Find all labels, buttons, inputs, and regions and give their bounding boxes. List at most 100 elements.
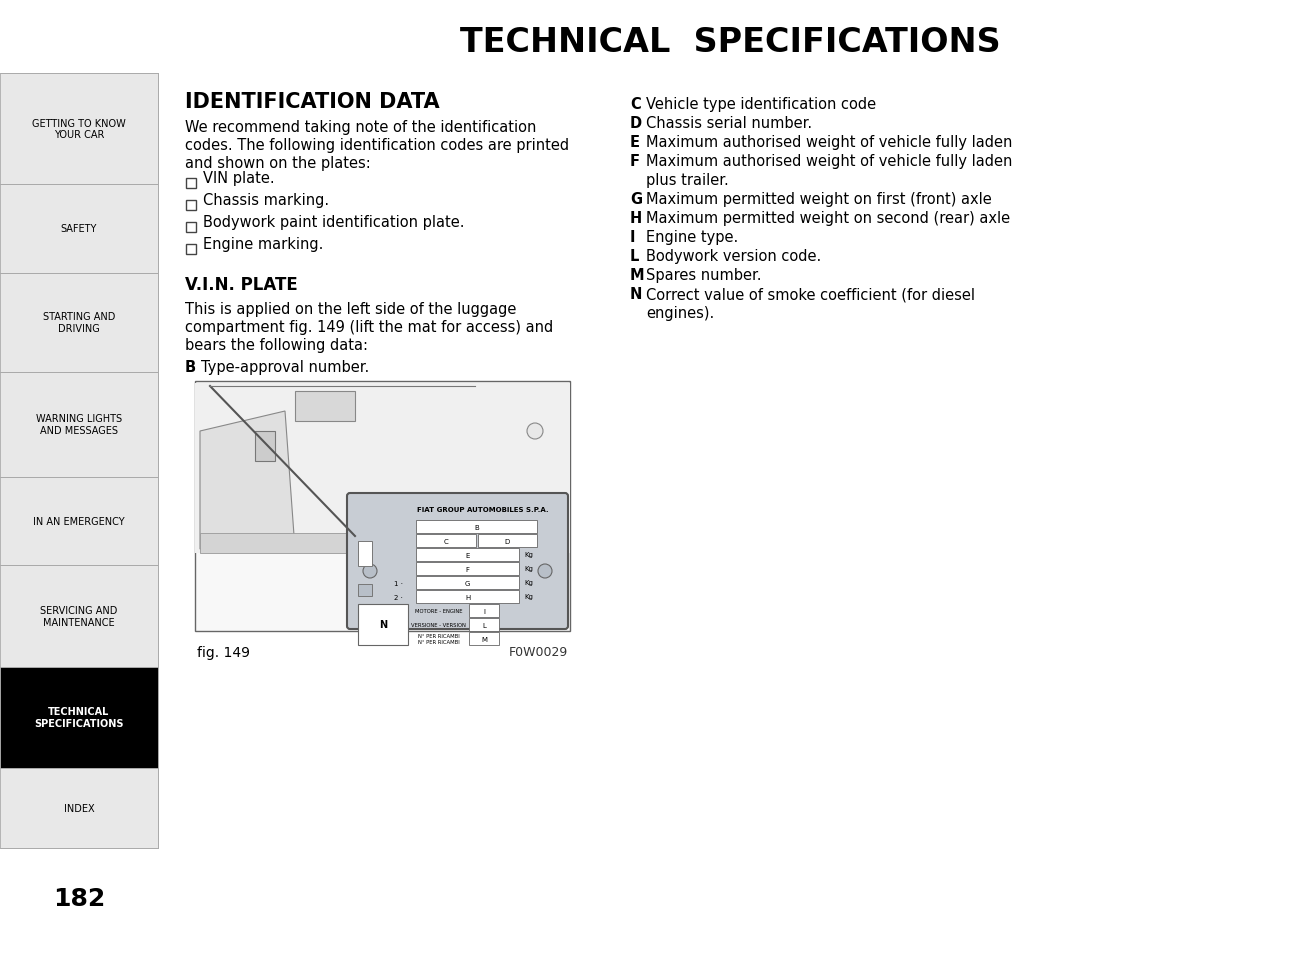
Text: IDENTIFICATION DATA: IDENTIFICATION DATA xyxy=(185,91,440,112)
Bar xyxy=(186,245,196,254)
Text: Maximum authorised weight of vehicle fully laden: Maximum authorised weight of vehicle ful… xyxy=(646,153,1012,169)
Text: L: L xyxy=(482,622,485,628)
Bar xyxy=(200,534,565,554)
Text: WARNING LIGHTS
AND MESSAGES: WARNING LIGHTS AND MESSAGES xyxy=(36,414,123,436)
Text: Bodywork version code.: Bodywork version code. xyxy=(646,249,821,264)
Text: F: F xyxy=(466,566,470,572)
Text: SAFETY: SAFETY xyxy=(61,224,97,234)
Bar xyxy=(0,185,158,274)
Text: Engine marking.: Engine marking. xyxy=(203,237,323,253)
Text: VERSIONE - VERSION: VERSIONE - VERSION xyxy=(411,622,466,627)
Text: Type-approval number.: Type-approval number. xyxy=(201,359,369,375)
Text: codes. The following identification codes are printed: codes. The following identification code… xyxy=(185,138,569,152)
Circle shape xyxy=(527,423,544,439)
Bar xyxy=(416,590,519,603)
Text: Maximum authorised weight of vehicle fully laden: Maximum authorised weight of vehicle ful… xyxy=(646,135,1012,150)
Bar xyxy=(0,667,158,768)
Text: N° PER RICAMBI
N° PER RICAMBI: N° PER RICAMBI N° PER RICAMBI xyxy=(417,634,460,644)
Text: Kg: Kg xyxy=(524,594,533,599)
Text: C: C xyxy=(443,537,448,544)
Text: This is applied on the left side of the luggage: This is applied on the left side of the … xyxy=(185,302,516,316)
Text: GETTING TO KNOW
YOUR CAR: GETTING TO KNOW YOUR CAR xyxy=(32,118,127,140)
Text: 182: 182 xyxy=(53,886,105,910)
Text: G: G xyxy=(465,579,470,586)
Bar xyxy=(358,604,408,645)
Text: M: M xyxy=(630,268,644,283)
Text: SERVICING AND
MAINTENANCE: SERVICING AND MAINTENANCE xyxy=(40,605,117,627)
Bar xyxy=(0,274,158,373)
Text: H: H xyxy=(465,594,470,599)
Text: E: E xyxy=(630,135,640,150)
Bar xyxy=(469,633,500,645)
Bar xyxy=(186,201,196,211)
Bar xyxy=(0,373,158,477)
Text: compartment fig. 149 (lift the mat for access) and: compartment fig. 149 (lift the mat for a… xyxy=(185,319,554,335)
Text: Correct value of smoke coefficient (for diesel: Correct value of smoke coefficient (for … xyxy=(646,287,975,302)
Bar xyxy=(416,548,519,561)
Bar xyxy=(358,541,372,566)
Text: E: E xyxy=(465,552,470,558)
Text: Spares number.: Spares number. xyxy=(646,268,762,283)
Circle shape xyxy=(538,564,553,578)
Bar xyxy=(469,618,500,631)
Bar xyxy=(0,477,158,566)
Text: Vehicle type identification code: Vehicle type identification code xyxy=(646,97,877,112)
Bar xyxy=(186,179,196,189)
Text: TECHNICAL  SPECIFICATIONS: TECHNICAL SPECIFICATIONS xyxy=(460,26,1001,58)
Text: Maximum permitted weight on first (front) axle: Maximum permitted weight on first (front… xyxy=(646,192,991,207)
Text: F: F xyxy=(630,153,640,169)
Text: D: D xyxy=(505,537,510,544)
Text: STARTING AND
DRIVING: STARTING AND DRIVING xyxy=(43,313,115,334)
Bar xyxy=(416,520,537,534)
Text: L: L xyxy=(630,249,639,264)
Text: VIN plate.: VIN plate. xyxy=(203,172,275,186)
Text: C: C xyxy=(630,97,640,112)
Bar xyxy=(416,562,519,576)
Text: We recommend taking note of the identification: We recommend taking note of the identifi… xyxy=(185,120,536,135)
Text: V.I.N. PLATE: V.I.N. PLATE xyxy=(185,275,298,294)
Bar xyxy=(478,535,537,547)
Text: Bodywork paint identification plate.: Bodywork paint identification plate. xyxy=(203,215,465,231)
Text: H: H xyxy=(630,211,642,226)
FancyBboxPatch shape xyxy=(347,494,568,629)
Bar xyxy=(195,384,571,554)
Bar xyxy=(296,392,355,421)
Text: 1 ·: 1 · xyxy=(394,579,403,586)
Bar xyxy=(0,74,158,185)
Bar xyxy=(186,223,196,233)
Text: B: B xyxy=(185,359,196,375)
Bar xyxy=(358,584,372,597)
Text: 2 ·: 2 · xyxy=(394,594,403,599)
Text: Kg: Kg xyxy=(524,552,533,558)
Text: N: N xyxy=(380,619,387,630)
Text: fig. 149: fig. 149 xyxy=(198,645,250,659)
Bar xyxy=(195,381,571,631)
Text: M: M xyxy=(482,636,487,641)
Polygon shape xyxy=(200,412,296,550)
Text: I: I xyxy=(630,230,635,245)
Bar xyxy=(0,566,158,667)
Text: I: I xyxy=(483,608,485,614)
Text: B: B xyxy=(474,524,479,530)
Text: N: N xyxy=(630,287,643,302)
Bar xyxy=(416,535,475,547)
Bar xyxy=(0,768,158,848)
Text: engines).: engines). xyxy=(646,306,714,320)
Text: FIAT GROUP AUTOMOBILES S.P.A.: FIAT GROUP AUTOMOBILES S.P.A. xyxy=(417,506,549,513)
Text: INDEX: INDEX xyxy=(63,803,94,813)
Text: G: G xyxy=(630,192,642,207)
Text: Kg: Kg xyxy=(524,579,533,586)
Text: TECHNICAL
SPECIFICATIONS: TECHNICAL SPECIFICATIONS xyxy=(35,706,124,728)
Text: bears the following data:: bears the following data: xyxy=(185,337,368,353)
Bar xyxy=(416,577,519,589)
Text: and shown on the plates:: and shown on the plates: xyxy=(185,156,371,171)
Text: plus trailer.: plus trailer. xyxy=(646,172,728,188)
Bar xyxy=(469,604,500,618)
Text: Kg: Kg xyxy=(524,566,533,572)
Text: Chassis marking.: Chassis marking. xyxy=(203,193,329,209)
Text: IN AN EMERGENCY: IN AN EMERGENCY xyxy=(34,517,125,526)
Text: Chassis serial number.: Chassis serial number. xyxy=(646,116,812,131)
Text: F0W0029: F0W0029 xyxy=(509,645,568,659)
Text: D: D xyxy=(630,116,642,131)
Text: Maximum permitted weight on second (rear) axle: Maximum permitted weight on second (rear… xyxy=(646,211,1010,226)
